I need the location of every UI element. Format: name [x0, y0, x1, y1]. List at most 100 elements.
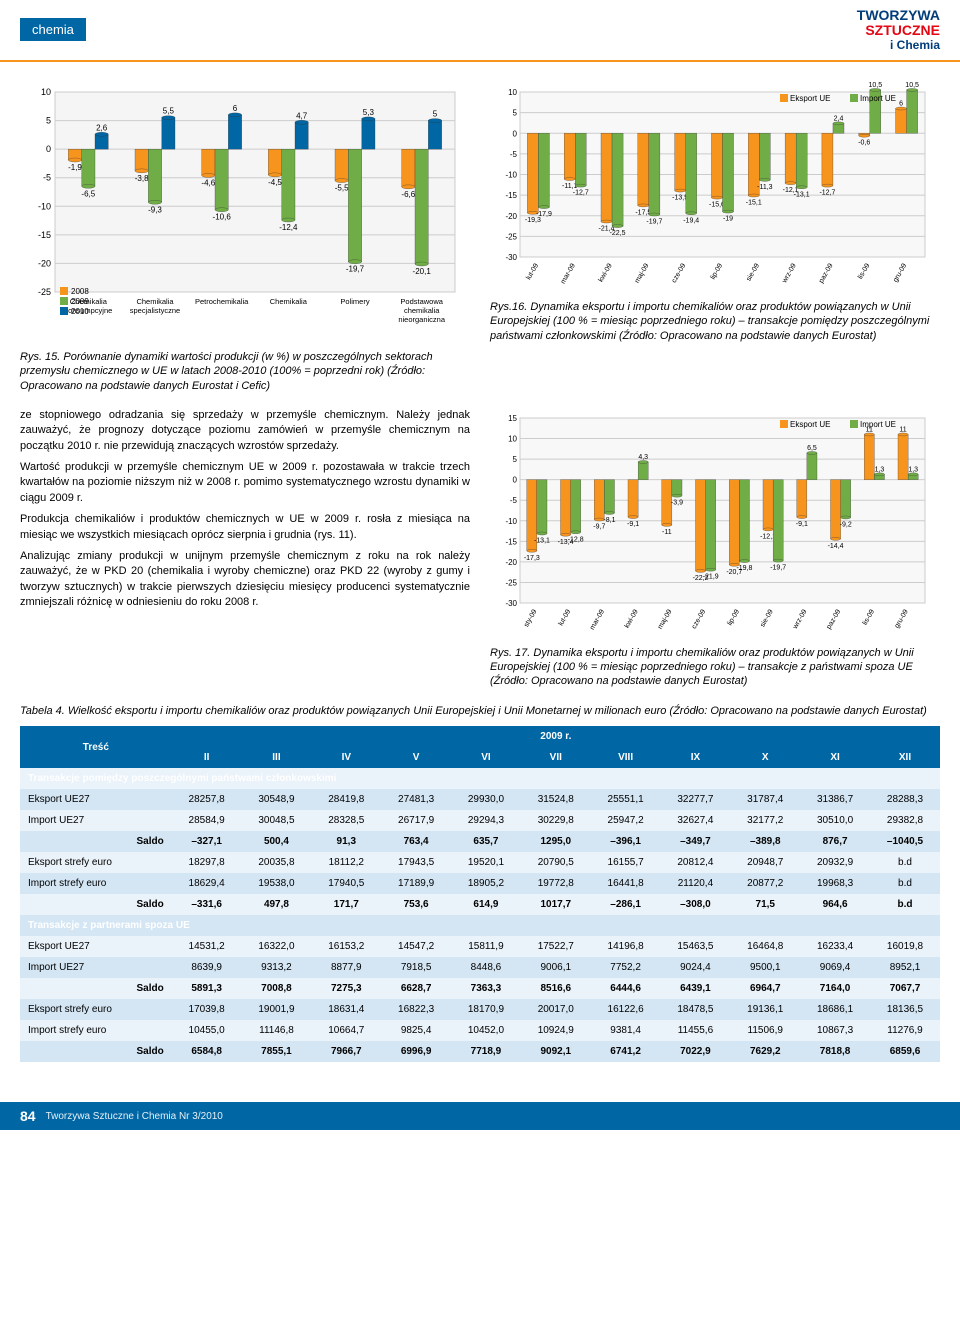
svg-text:10: 10 — [508, 88, 517, 97]
cell: 32177,2 — [730, 810, 800, 831]
svg-text:-15,1: -15,1 — [746, 200, 762, 207]
chart1-container: -25-20-15-10-50510-1,9-6,52,6Chemikaliak… — [20, 82, 470, 393]
svg-text:-10: -10 — [38, 201, 51, 211]
svg-text:4,7: 4,7 — [296, 111, 308, 120]
cell: 16122,6 — [591, 999, 661, 1020]
cell: 16441,8 — [591, 873, 661, 894]
row-label: Import strefy euro — [20, 873, 172, 894]
svg-text:-9,7: -9,7 — [593, 523, 605, 530]
cell: 16233,4 — [800, 936, 870, 957]
cell: 8639,9 — [172, 957, 242, 978]
cell: 11455,6 — [661, 1020, 731, 1041]
body-text: ze stopniowego odradzania się sprzedaży … — [20, 408, 470, 689]
footer-text: Tworzywa Sztuczne i Chemia Nr 3/2010 — [46, 1111, 223, 1122]
cell: 10924,9 — [521, 1020, 591, 1041]
chart3-container: -30-25-20-15-10-5051015-17,3-13,1sty-09-… — [490, 408, 940, 689]
cell: 30510,0 — [800, 810, 870, 831]
cell: 9092,1 — [521, 1041, 591, 1062]
cell: 171,7 — [311, 894, 381, 915]
cell: –331,6 — [172, 894, 242, 915]
svg-text:2,4: 2,4 — [834, 115, 844, 122]
svg-text:-30: -30 — [505, 253, 517, 262]
cell: 7275,3 — [311, 978, 381, 999]
cell: 20948,7 — [730, 852, 800, 873]
svg-text:sie-09: sie-09 — [759, 608, 775, 628]
svg-text:lut-09: lut-09 — [558, 608, 573, 627]
svg-text:5,3: 5,3 — [363, 108, 375, 117]
cell: 6741,2 — [591, 1041, 661, 1062]
svg-text:6: 6 — [899, 100, 903, 107]
svg-text:Podstawowa: Podstawowa — [400, 297, 443, 306]
svg-text:6: 6 — [233, 104, 238, 113]
cell: 6628,7 — [381, 978, 451, 999]
cell: 11276,9 — [870, 1020, 940, 1041]
svg-text:-25: -25 — [505, 232, 517, 241]
row-label: Saldo — [20, 1041, 172, 1062]
chart2: -30-25-20-15-10-50510-19,3-17,9lut-09-11… — [490, 82, 930, 292]
cell: 10867,3 — [800, 1020, 870, 1041]
svg-text:-8,1: -8,1 — [603, 517, 615, 524]
svg-text:mar-09: mar-09 — [589, 608, 606, 631]
svg-text:-6,6: -6,6 — [401, 190, 415, 199]
cell: 15811,9 — [451, 936, 521, 957]
cell: b.d — [870, 873, 940, 894]
th-month: VII — [521, 747, 591, 768]
svg-text:10: 10 — [41, 87, 51, 97]
chart3: -30-25-20-15-10-5051015-17,3-13,1sty-09-… — [490, 408, 930, 638]
svg-text:-12,7: -12,7 — [573, 190, 589, 197]
cell: 7918,5 — [381, 957, 451, 978]
cell: 17943,5 — [381, 852, 451, 873]
svg-text:gru-09: gru-09 — [892, 262, 908, 283]
svg-text:5: 5 — [46, 116, 51, 126]
brand-logo: TWORZYWA SZTUCZNE i Chemia — [857, 8, 940, 52]
svg-text:-0,6: -0,6 — [858, 140, 870, 147]
cell: –308,0 — [661, 894, 731, 915]
cell: 17189,9 — [381, 873, 451, 894]
cell: 91,3 — [311, 831, 381, 852]
svg-text:-25: -25 — [38, 287, 51, 297]
svg-text:-19: -19 — [723, 216, 733, 223]
svg-text:-10: -10 — [505, 517, 517, 526]
th-month: XI — [800, 747, 870, 768]
th-month: IX — [661, 747, 731, 768]
svg-text:Eksport UE: Eksport UE — [790, 94, 830, 103]
svg-text:-14,4: -14,4 — [828, 543, 844, 550]
svg-text:-15: -15 — [38, 230, 51, 240]
row-label: Eksport UE27 — [20, 789, 172, 810]
cell: 7067,7 — [870, 978, 940, 999]
cell: 26717,9 — [381, 810, 451, 831]
cell: 8448,6 — [451, 957, 521, 978]
cell: 19968,3 — [800, 873, 870, 894]
cell: 16822,3 — [381, 999, 451, 1020]
cell: 17940,5 — [311, 873, 381, 894]
svg-text:gru-09: gru-09 — [894, 608, 910, 629]
cell: 18905,2 — [451, 873, 521, 894]
svg-text:-5: -5 — [510, 496, 518, 505]
cell: 14531,2 — [172, 936, 242, 957]
cell: 20017,0 — [521, 999, 591, 1020]
row-label: Import UE27 — [20, 957, 172, 978]
svg-text:5,5: 5,5 — [163, 107, 175, 116]
cell: 18478,5 — [661, 999, 731, 1020]
svg-text:-19,7: -19,7 — [770, 565, 786, 572]
svg-text:-15: -15 — [505, 191, 517, 200]
cell: 10452,0 — [451, 1020, 521, 1041]
cell: 19136,1 — [730, 999, 800, 1020]
cell: 7966,7 — [311, 1041, 381, 1062]
th-month: II — [172, 747, 242, 768]
cell: 28288,3 — [870, 789, 940, 810]
cell: 16322,0 — [242, 936, 312, 957]
cell: 18112,2 — [311, 852, 381, 873]
cell: 9006,1 — [521, 957, 591, 978]
th-year: 2009 r. — [172, 726, 940, 747]
th-tresc: Treść — [20, 726, 172, 768]
svg-text:specjalistyczne: specjalistyczne — [130, 306, 180, 315]
cell: 6996,9 — [381, 1041, 451, 1062]
svg-text:2009: 2009 — [71, 297, 89, 306]
cell: 7818,8 — [800, 1041, 870, 1062]
cell: –349,7 — [661, 831, 731, 852]
svg-text:0: 0 — [46, 144, 51, 154]
row-label: Eksport UE27 — [20, 936, 172, 957]
cell: 11506,9 — [730, 1020, 800, 1041]
cell: 6964,7 — [730, 978, 800, 999]
